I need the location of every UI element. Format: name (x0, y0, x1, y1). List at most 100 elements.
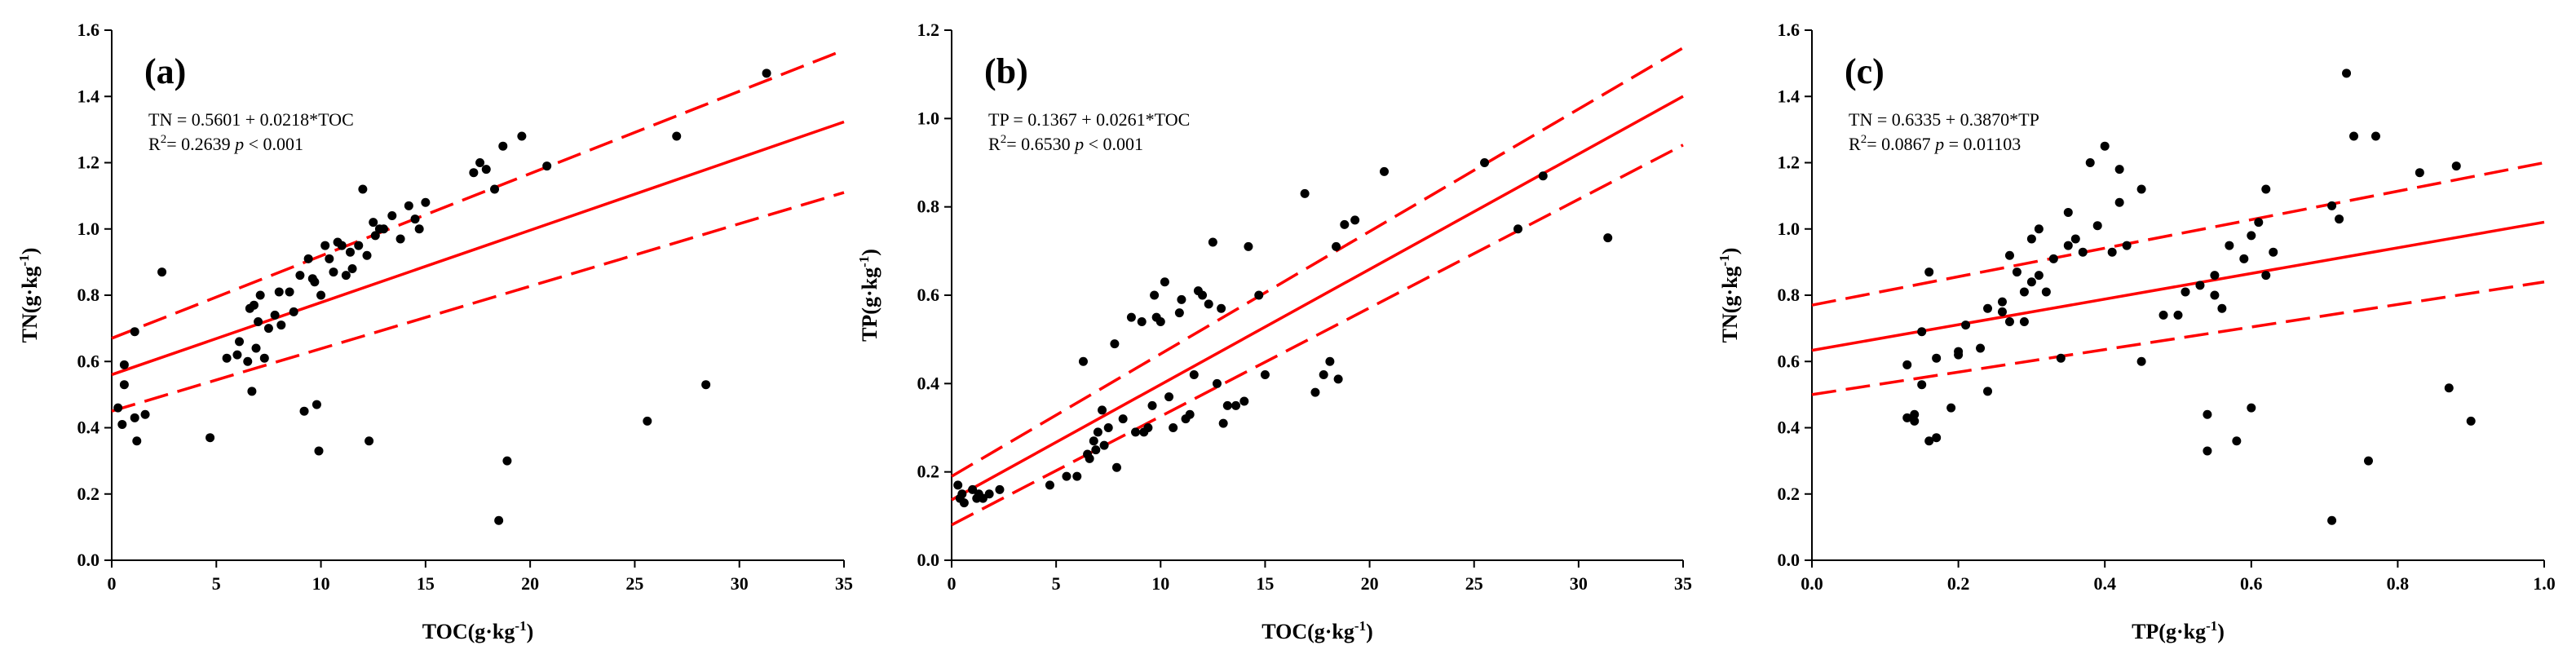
y-tick-label: 1.6 (77, 20, 100, 40)
data-point (2026, 277, 2036, 287)
data-point (325, 254, 334, 263)
data-point (362, 250, 372, 260)
data-point (2415, 168, 2424, 178)
data-point (957, 489, 967, 499)
data-point (312, 400, 321, 409)
r-squared-value: = 0.0867 (1867, 134, 1935, 154)
y-axis-label: TN(g·kg-1) (16, 248, 42, 343)
data-point (119, 380, 129, 390)
y-tick-label: 0.6 (917, 285, 940, 305)
data-point (1150, 290, 1160, 300)
y-axis-label-superscript: -1 (1717, 254, 1732, 266)
y-axis-label: TN(g·kg-1) (1717, 248, 1742, 343)
y-tick-label: 1.0 (1778, 219, 1801, 239)
data-point (314, 446, 324, 456)
data-point (1160, 277, 1169, 287)
data-point (329, 267, 338, 277)
data-point (672, 131, 682, 141)
data-point (1198, 290, 1208, 300)
data-point (2203, 409, 2212, 419)
data-point (2114, 165, 2124, 175)
data-point (341, 271, 351, 281)
data-point (1110, 339, 1120, 349)
data-point (113, 403, 123, 413)
data-point (205, 433, 215, 443)
data-point (1072, 471, 1082, 481)
x-tick-label: 20 (521, 573, 539, 594)
data-point (1218, 418, 1228, 428)
data-point (263, 324, 273, 334)
data-point (1045, 480, 1054, 490)
data-point (2114, 197, 2124, 207)
y-axis-label-close: ) (18, 248, 42, 255)
x-tick-label: 10 (312, 573, 330, 594)
x-axis-label-text: TOC(g·kg (1261, 620, 1354, 643)
y-tick-label: 1.0 (917, 108, 940, 128)
data-point (276, 320, 286, 330)
y-tick-label: 0.0 (77, 550, 100, 570)
data-point (2019, 317, 2029, 326)
y-axis-label-close: ) (1718, 248, 1742, 255)
data-point (395, 234, 405, 244)
data-point (295, 271, 305, 281)
data-point (1983, 303, 1993, 313)
data-point (1089, 436, 1098, 446)
data-point (365, 436, 374, 446)
data-point (117, 419, 127, 429)
x-tick-label: 15 (417, 573, 435, 594)
data-point (2085, 158, 2095, 167)
y-tick-label: 1.2 (77, 152, 100, 173)
data-point (247, 387, 257, 396)
data-point (410, 214, 420, 224)
data-point (2444, 383, 2454, 393)
x-axis-label-text: TOC(g·kg (422, 620, 515, 643)
y-tick-label: 1.2 (917, 20, 940, 40)
data-point (498, 141, 508, 151)
data-point (259, 353, 269, 363)
r-squared-p-value: R2= 0.6530 p < 0.001 (988, 133, 1143, 154)
data-point (1924, 436, 1934, 446)
data-point (1340, 219, 1350, 229)
data-point (1217, 303, 1226, 313)
data-point (414, 224, 424, 234)
data-point (404, 201, 413, 210)
p-value: < 0.001 (249, 134, 303, 154)
data-point (2107, 247, 2117, 257)
data-point (1480, 158, 1490, 167)
data-point (2195, 281, 2205, 290)
data-point (421, 197, 431, 207)
regression-equation: TN = 0.6335 + 0.3870*TP (1849, 109, 2039, 130)
data-point (2203, 446, 2212, 456)
data-point (1164, 392, 1174, 402)
x-tick-label: 0 (108, 573, 117, 594)
data-point (1078, 356, 1088, 366)
y-axis-label: TP(g·kg-1) (856, 249, 881, 342)
data-point (1062, 471, 1071, 481)
r-squared-superscript: 2 (1001, 133, 1007, 146)
data-point (1239, 396, 1249, 406)
data-point (1932, 433, 1942, 443)
data-point (1231, 400, 1241, 410)
data-point (337, 241, 347, 250)
data-point (1147, 400, 1157, 410)
data-point (2173, 310, 2183, 320)
data-point (1189, 370, 1199, 379)
data-point (953, 480, 963, 490)
data-point (1254, 290, 1264, 300)
data-point (222, 353, 232, 363)
data-point (643, 416, 652, 426)
x-tick-label: 25 (625, 573, 643, 594)
y-tick-label: 0.8 (77, 285, 100, 305)
data-point (347, 264, 357, 273)
regression-equation: TN = 0.5601 + 0.0218*TOC (148, 109, 354, 130)
data-point (984, 489, 994, 499)
data-point (494, 515, 504, 525)
data-point (1300, 188, 1310, 198)
data-point (1902, 360, 1912, 369)
data-point (2070, 234, 2080, 244)
data-point (1222, 400, 1232, 410)
data-point (1098, 405, 1107, 415)
data-point (310, 277, 320, 287)
chart-panel-3: 0.0 0.2 0.4 0.6 0.8 1.0 1.2 1.4 1.6 0.0 0.2 0.4 0.6 0… (1717, 20, 2556, 643)
